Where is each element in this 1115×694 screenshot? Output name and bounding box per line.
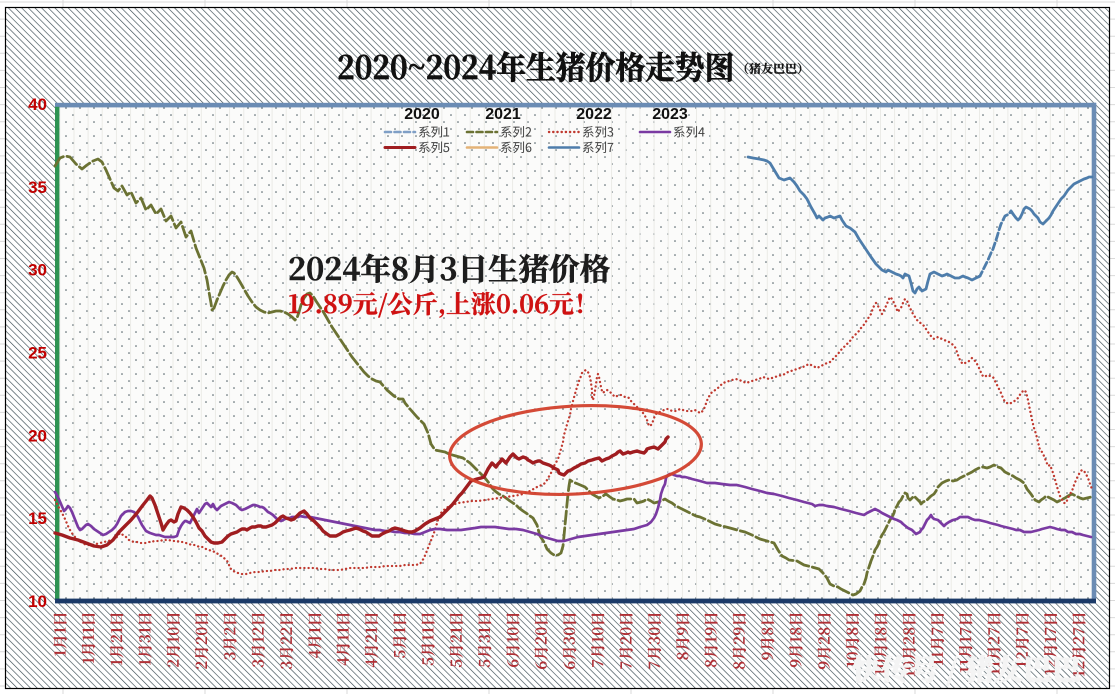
svg-text:40: 40 [28, 95, 47, 114]
svg-text:2022: 2022 [576, 106, 612, 123]
svg-text:35: 35 [28, 178, 47, 197]
svg-text:20: 20 [28, 426, 47, 445]
svg-text:2021: 2021 [485, 106, 521, 123]
svg-text:2020: 2020 [404, 106, 440, 123]
svg-text:10: 10 [28, 592, 47, 611]
svg-text:15: 15 [28, 509, 47, 528]
svg-text:2023: 2023 [652, 106, 688, 123]
svg-text:25: 25 [28, 344, 47, 363]
svg-text:30: 30 [28, 261, 47, 280]
